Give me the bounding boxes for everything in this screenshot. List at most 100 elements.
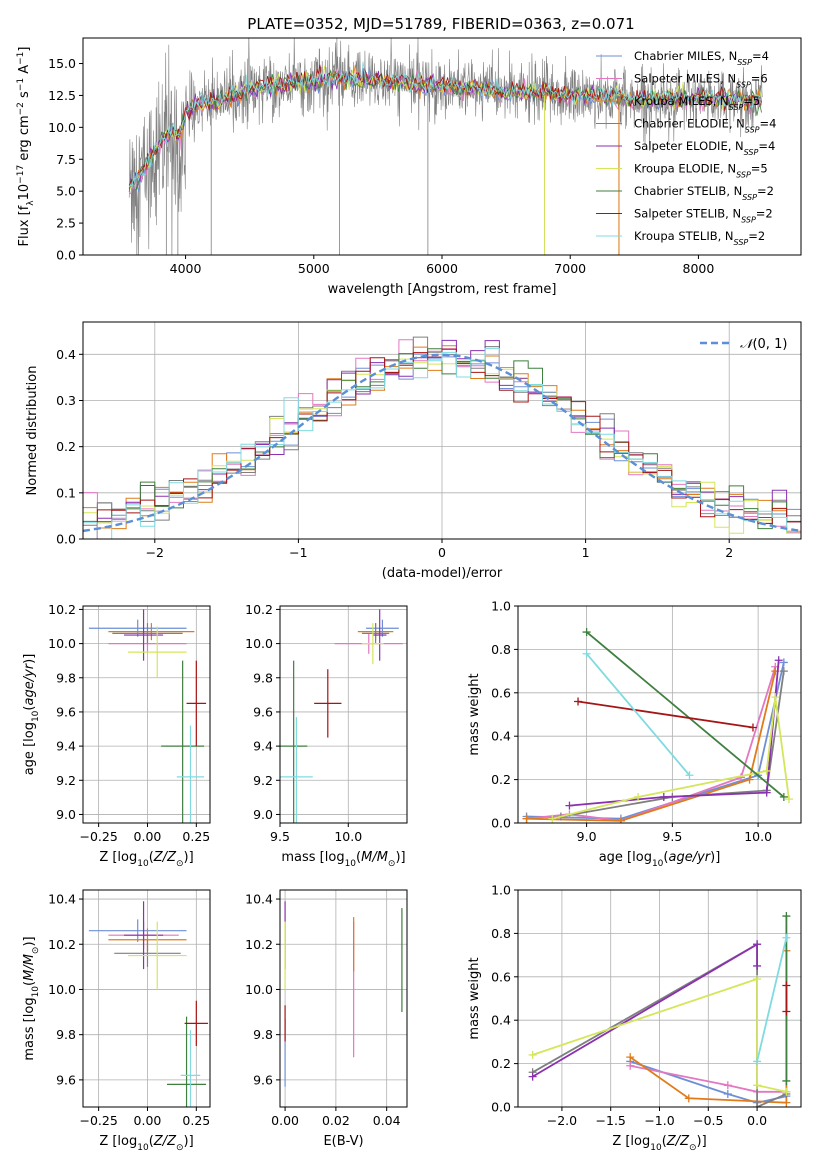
x-tick-label: −0.25 — [79, 829, 117, 844]
residual-histogram-8 — [83, 347, 801, 539]
y-axis-label: Flux [fλ10−17 erg cm−2 s−1 A−1] — [16, 47, 36, 247]
y-tick-label: 0.3 — [56, 393, 76, 408]
y-tick-label: 10.4 — [245, 892, 273, 907]
y-tick-label: 15.0 — [48, 56, 76, 71]
y-tick-label: 9.2 — [253, 773, 273, 788]
x-tick-label: −0.5 — [693, 1113, 723, 1128]
x-tick-label: 0.00 — [271, 1113, 299, 1128]
y-tick-label: 9.8 — [253, 1027, 273, 1042]
weight-marker — [782, 1087, 791, 1096]
x-axis-label: E(B-V) — [323, 1134, 363, 1149]
y-tick-label: 9.0 — [56, 807, 76, 822]
y-tick-label: 1.0 — [491, 599, 511, 614]
weight-line-4 — [532, 942, 758, 1078]
y-tick-label: 10.2 — [245, 602, 273, 617]
x-tick-label: −1.5 — [596, 1113, 626, 1128]
x-tick-label: 8000 — [683, 261, 715, 276]
weight-line-8 — [585, 653, 691, 776]
weight-marker — [522, 814, 531, 823]
y-tick-label: 9.6 — [56, 704, 76, 719]
weight-marker — [753, 940, 762, 949]
weight-marker — [779, 792, 788, 801]
x-tick-label: 10.0 — [744, 829, 772, 844]
x-axis-label: mass [log10(M/M⊙)] — [281, 850, 405, 869]
y-tick-label: 9.8 — [253, 670, 273, 685]
weight-marker — [626, 1061, 635, 1070]
x-axis-label: Z [log10(Z/Z⊙)] — [99, 850, 193, 869]
weight-line-6 — [586, 631, 785, 798]
y-tick-label: 0.1 — [56, 485, 76, 500]
y-tick-label: 9.0 — [253, 807, 273, 822]
y-tick-label: 0.6 — [491, 969, 511, 984]
mass-vs-metallicity-panel: −0.25 0.00 0.25 9.6 9.8 10.0 10.2 10.4 Z [log10(… — [22, 889, 211, 1153]
x-tick-label: 0.04 — [373, 1113, 401, 1128]
weight-marker — [782, 912, 791, 921]
weight-marker — [782, 1098, 791, 1107]
weight-marker — [616, 816, 625, 823]
weight-marker — [779, 667, 788, 676]
model-spectrum-8 — [128, 61, 762, 190]
legend-entry: Salpeter MILES, NSSP=6 — [634, 72, 768, 90]
y-tick-label: 9.8 — [56, 670, 76, 685]
axes-frame — [279, 605, 408, 824]
mass-vs-ebv-panel: 0.00 0.02 0.04 9.6 9.8 10.0 10.2 10.4 E(B-V) — [245, 889, 408, 1149]
y-tick-label: 10.0 — [48, 982, 76, 997]
y-tick-label: 1.0 — [491, 883, 511, 898]
x-tick-label: 2 — [725, 545, 733, 560]
weight-marker — [753, 1057, 762, 1066]
y-tick-label: 10.0 — [245, 636, 273, 651]
legend-entry: Salpeter STELIB, NSSP=2 — [634, 207, 773, 225]
weight-marker — [771, 693, 780, 702]
weight-marker — [753, 974, 762, 983]
y-tick-label: 9.2 — [56, 773, 76, 788]
y-tick-label: 0.2 — [491, 772, 511, 787]
weight-marker — [748, 723, 757, 732]
x-tick-label: 4000 — [170, 261, 202, 276]
x-tick-label: 7000 — [554, 261, 586, 276]
x-tick-label: 5000 — [298, 261, 330, 276]
weight-marker — [782, 1007, 791, 1016]
x-axis-label: (data-model)/error — [382, 566, 503, 581]
y-tick-label: 9.6 — [253, 1072, 273, 1087]
y-tick-label: 10.0 — [245, 982, 273, 997]
weight-vs-age-panel: 9.0 9.5 10.0 0.0 0.2 0.4 0.6 0.8 1.0 age [log10(a… — [467, 599, 802, 869]
x-tick-label: 1 — [582, 545, 590, 560]
weight-marker — [762, 788, 771, 797]
weight-marker — [753, 961, 762, 970]
x-tick-label: 9.0 — [577, 829, 597, 844]
y-tick-label: 9.6 — [56, 1072, 76, 1087]
weight-line-2 — [526, 670, 777, 822]
weight-marker — [782, 981, 791, 990]
y-tick-label: 0.4 — [491, 729, 511, 744]
weight-marker — [626, 1053, 635, 1062]
y-tick-label: 0.8 — [491, 926, 511, 941]
y-tick-label: 9.4 — [56, 739, 76, 754]
y-tick-label: 10.4 — [48, 892, 76, 907]
spectrum-panel: 4000 5000 6000 7000 8000 0.0 2.5 5.0 7.5 10.0 12.5… — [16, 37, 802, 297]
y-tick-label: 0.8 — [491, 642, 511, 657]
x-tick-label: −1.0 — [644, 1113, 674, 1128]
x-axis-label: Z [log10(Z/Z⊙)] — [612, 1134, 706, 1153]
y-tick-label: 0.4 — [56, 347, 76, 362]
x-tick-label: 0.00 — [134, 829, 162, 844]
weight-marker — [782, 933, 791, 942]
x-tick-label: 0.00 — [134, 1113, 162, 1128]
y-tick-label: 0.4 — [491, 1013, 511, 1028]
x-tick-label: 0.25 — [182, 1113, 210, 1128]
x-tick-label: 10.0 — [334, 829, 362, 844]
y-tick-label: 9.6 — [253, 704, 273, 719]
y-tick-label: 0.2 — [56, 439, 76, 454]
y-tick-label: 7.5 — [56, 152, 76, 167]
x-tick-label: 0.25 — [182, 829, 210, 844]
normal-reference-curve — [83, 353, 799, 533]
weight-marker — [634, 792, 643, 801]
weight-marker — [774, 656, 783, 665]
legend-entry: Chabrier STELIB, NSSP=2 — [634, 184, 774, 202]
legend-entry: Kroupa STELIB, NSSP=2 — [634, 229, 765, 247]
y-tick-label: 0.6 — [491, 685, 511, 700]
x-tick-label: 0 — [438, 545, 446, 560]
x-tick-label: −2.0 — [547, 1113, 577, 1128]
weight-marker — [762, 766, 771, 775]
weight-marker — [574, 697, 583, 706]
legend-entry: Salpeter ELODIE, NSSP=4 — [634, 139, 775, 157]
